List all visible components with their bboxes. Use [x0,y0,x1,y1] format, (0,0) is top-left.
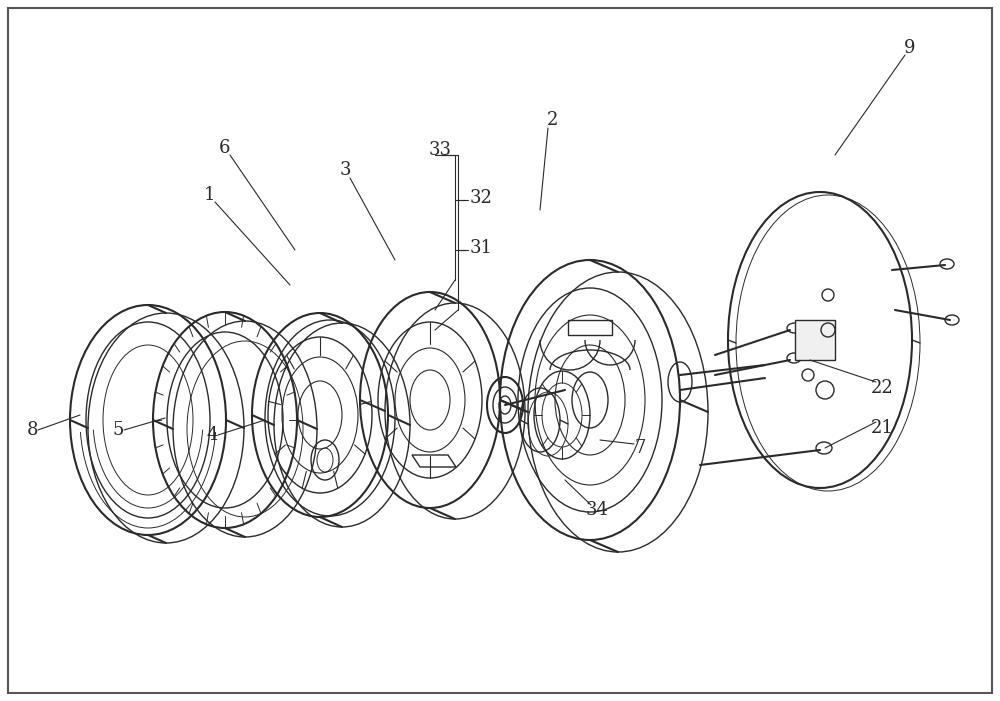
Text: 6: 6 [219,139,231,157]
Text: 33: 33 [428,141,452,159]
Text: 9: 9 [904,39,916,57]
Text: 31: 31 [470,239,493,257]
Text: 4: 4 [206,426,218,444]
Text: 34: 34 [586,501,608,519]
Text: 21: 21 [871,419,893,437]
Text: 2: 2 [546,111,558,129]
Text: 1: 1 [204,186,216,204]
Text: 32: 32 [470,189,493,207]
Text: 8: 8 [26,421,38,439]
Text: 5: 5 [112,421,124,439]
Text: 7: 7 [634,439,646,457]
Text: 22: 22 [871,379,893,397]
Text: 3: 3 [339,161,351,179]
Polygon shape [795,320,835,360]
